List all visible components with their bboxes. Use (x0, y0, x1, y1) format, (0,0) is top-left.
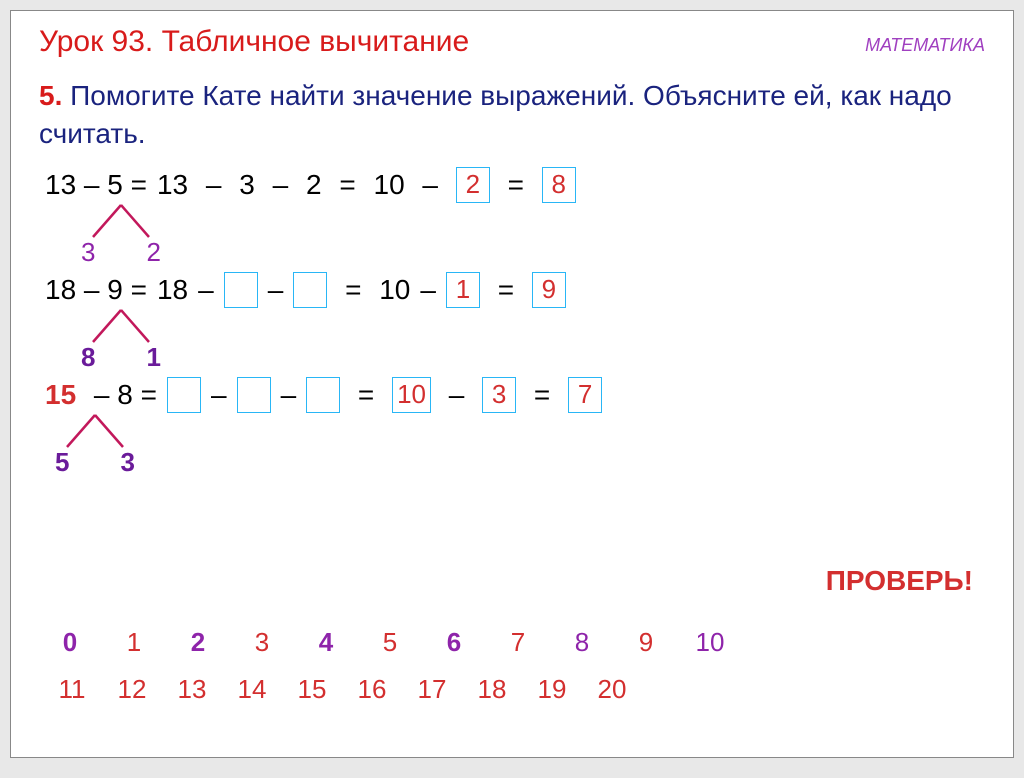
eq1-c: 2 (306, 169, 322, 201)
equation-1-line: 13 – 5 = 13 – 3 – 2 = 10 – 2 = 8 (39, 167, 985, 203)
eq1-split-left: 3 (81, 237, 95, 268)
numline-digit: 15 (297, 674, 327, 705)
numline-digit: 3 (247, 627, 277, 658)
eq3-box-d: 10 (392, 377, 431, 413)
equation-3-line: 15 – 8 = . – . – . = 10 – 3 = 7 (39, 377, 985, 413)
minus-icon: – (198, 274, 214, 306)
eq1-a: 13 (157, 169, 188, 201)
eq3-box1: 3 (482, 377, 516, 413)
numline-digit: 1 (119, 627, 149, 658)
eq2-empty2: . (293, 272, 327, 308)
eq3-empty2: . (237, 377, 271, 413)
eq2-split-left: 8 (81, 342, 95, 373)
lesson-title: Урок 93. Табличное вычитание (39, 25, 469, 59)
instruction: 5. Помогите Кате найти значение выражени… (39, 77, 985, 153)
task-number: 5. (39, 80, 62, 111)
numline-digit: 8 (567, 627, 597, 658)
minus-icon: – (420, 274, 436, 306)
numline-digit: 17 (417, 674, 447, 705)
number-line: 012345678910 11121314151617181920 (51, 627, 973, 721)
eq2-split: 8 1 (81, 308, 161, 373)
eq3-lhs-rest: – 8 = (86, 379, 157, 411)
split-lines-icon (81, 308, 161, 346)
eq2-lhs: 18 – 9 = (45, 274, 147, 306)
numline-digit: 14 (237, 674, 267, 705)
eq1-split: 3 2 (81, 203, 161, 268)
minus-icon: – (441, 379, 472, 411)
equals-icon: = (332, 169, 364, 201)
minus-icon: – (265, 169, 296, 201)
content: 5. Помогите Кате найти значение выражени… (11, 65, 1013, 482)
numline-digit: 2 (183, 627, 213, 658)
numline-digit: 13 (177, 674, 207, 705)
check-label: ПРОВЕРЬ! (826, 565, 973, 597)
numline-digit: 11 (57, 674, 87, 705)
eq3-split: 5 3 (55, 413, 135, 478)
minus-icon: – (211, 379, 227, 411)
eq3-split-left: 5 (55, 447, 69, 478)
eq3-split-right: 3 (121, 447, 135, 478)
numline-digit: 9 (631, 627, 661, 658)
numline-digit: 6 (439, 627, 469, 658)
eq3-box2: 7 (568, 377, 602, 413)
equation-2-line: 18 – 9 = 18 – . – . = 10 – 1 = 9 (39, 272, 985, 308)
eq1-d: 10 (374, 169, 405, 201)
eq1-box1: 2 (456, 167, 490, 203)
equals-icon: = (500, 169, 532, 201)
numline-digit: 4 (311, 627, 341, 658)
split-lines-icon (81, 203, 161, 241)
equals-icon: = (337, 274, 369, 306)
eq3-empty1: . (167, 377, 201, 413)
numline-digit: 5 (375, 627, 405, 658)
equation-1: 13 – 5 = 13 – 3 – 2 = 10 – 2 = 8 (39, 167, 985, 272)
equals-icon: = (490, 274, 522, 306)
numline-digit: 20 (597, 674, 627, 705)
eq3-split-labels: 5 3 (55, 447, 135, 478)
eq1-split-labels: 3 2 (81, 237, 161, 268)
minus-icon: – (415, 169, 446, 201)
eq2-box1: 1 (446, 272, 480, 308)
eq3-lhs-red: 15 (45, 379, 76, 411)
eq1-b: 3 (239, 169, 255, 201)
instruction-text: Помогите Кате найти значение выражений. … (39, 80, 952, 149)
subject-label: МАТЕМАТИКА (865, 35, 985, 56)
eq2-d: 10 (379, 274, 410, 306)
equals-icon: = (350, 379, 382, 411)
equals-icon: = (526, 379, 558, 411)
numline-digit: 16 (357, 674, 387, 705)
header: Урок 93. Табличное вычитание МАТЕМАТИКА (11, 11, 1013, 65)
numline-digit: 10 (695, 627, 725, 658)
numberline-row-2: 11 12 13 14 15 16 17 18 19 20 (51, 674, 973, 705)
numline-digit: 18 (477, 674, 507, 705)
numline-digit: 12 (117, 674, 147, 705)
minus-icon: – (198, 169, 229, 201)
eq2-empty1: . (224, 272, 258, 308)
eq1-split-right: 2 (147, 237, 161, 268)
numline-digit: 7 (503, 627, 533, 658)
equation-2: 18 – 9 = 18 – . – . = 10 – 1 = 9 8 (39, 272, 985, 377)
eq2-a: 18 (157, 274, 188, 306)
slide: Урок 93. Табличное вычитание МАТЕМАТИКА … (10, 10, 1014, 758)
equation-3: 15 – 8 = . – . – . = 10 – 3 = 7 5 (39, 377, 985, 482)
split-lines-icon (55, 413, 135, 451)
eq2-split-labels: 8 1 (81, 342, 161, 373)
numline-digit: 19 (537, 674, 567, 705)
minus-icon: – (281, 379, 297, 411)
numline-digit: 0 (55, 627, 85, 658)
eq1-lhs: 13 – 5 = (45, 169, 147, 201)
numberline-row-1: 0 1 2 3 4 5 6 7 8 9 10 (51, 627, 973, 658)
eq2-box2: 9 (532, 272, 566, 308)
eq1-box2: 8 (542, 167, 576, 203)
eq2-split-right: 1 (147, 342, 161, 373)
minus-icon: – (268, 274, 284, 306)
eq3-empty3: . (306, 377, 340, 413)
